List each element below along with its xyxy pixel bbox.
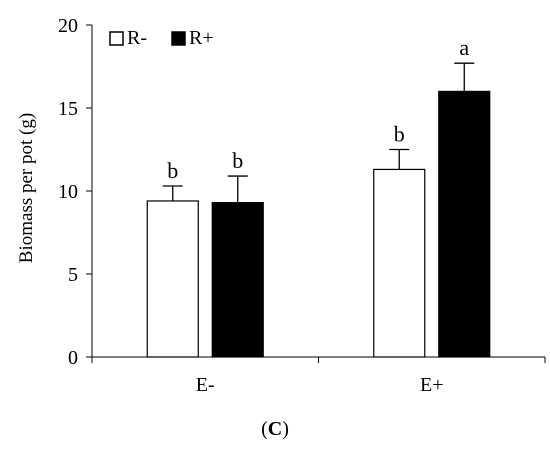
bar <box>211 202 264 358</box>
legend-swatch <box>109 31 124 46</box>
legend-label: R- <box>127 27 147 49</box>
significance-label: b <box>232 148 243 173</box>
error-bars <box>162 62 475 203</box>
caption-letter: C <box>267 418 283 440</box>
y-axis-title: Biomass per pot (g) <box>16 113 37 263</box>
significance-label: a <box>459 35 469 60</box>
y-tick-label: 5 <box>68 264 78 286</box>
significance-labels: b b b a <box>167 35 469 183</box>
legend-label: R+ <box>189 27 214 49</box>
y-tick-label: 10 <box>58 181 78 203</box>
y-axis: 0 5 10 15 20 <box>58 15 93 369</box>
caption-close: ) <box>282 418 289 440</box>
legend-swatch <box>171 31 186 46</box>
x-axis: E- E+ <box>91 356 546 396</box>
y-tick-label: 20 <box>58 15 78 37</box>
bar-chart: 0 5 10 15 20 E- E+ b b b a R- R+ Biomass per pot … <box>16 15 546 396</box>
significance-label: b <box>394 122 405 147</box>
significance-label: b <box>167 158 178 183</box>
bar <box>146 200 199 358</box>
legend: R- R+ <box>109 27 214 49</box>
x-tick-label: E- <box>196 374 215 396</box>
panel-caption: (C) <box>0 418 550 441</box>
bar <box>373 168 426 358</box>
caption-open: ( <box>261 418 268 440</box>
bars <box>146 90 491 358</box>
bar <box>438 90 491 358</box>
y-tick-label: 15 <box>58 98 78 120</box>
y-tick-label: 0 <box>68 347 78 369</box>
x-tick-label: E+ <box>420 374 444 396</box>
